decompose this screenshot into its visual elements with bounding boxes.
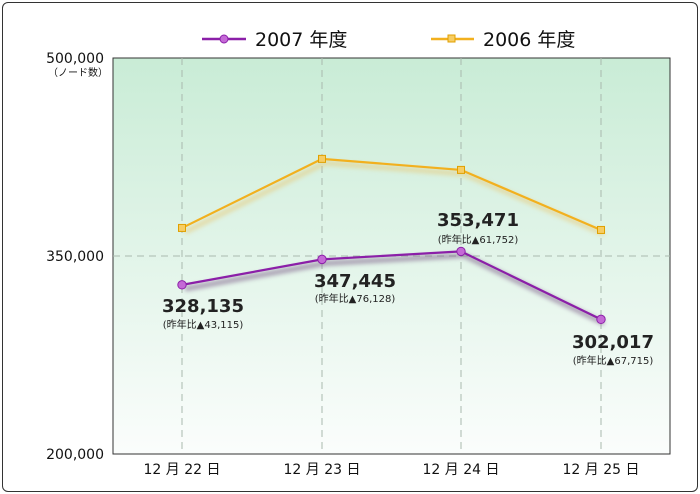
series-line-0 bbox=[181, 250, 602, 321]
data-point-2007-0 bbox=[177, 280, 187, 290]
y-tick-label: 500,000 bbox=[46, 51, 104, 67]
x-tick-label: 12 月 22 日 bbox=[144, 462, 221, 478]
y-tick-label: 200,000 bbox=[46, 447, 104, 463]
y-axis-unit: （ノード数） bbox=[48, 66, 108, 79]
data-sublabel-2007-1: (昨年比▲76,128) bbox=[315, 292, 396, 305]
x-tick-label: 12 月 23 日 bbox=[284, 462, 361, 478]
series-shadow-0 bbox=[184, 252, 606, 326]
data-label-2007-2: 353,471 bbox=[437, 210, 519, 231]
data-point-2007-2 bbox=[456, 246, 466, 257]
data-point-2006-3 bbox=[597, 225, 605, 234]
data-sublabel-2007-3: (昨年比▲67,715) bbox=[573, 354, 654, 367]
legend-label-2006: 2006 年度 bbox=[483, 29, 575, 51]
x-tick-label: 12 月 24 日 bbox=[423, 462, 500, 478]
legend-item-2007: 2007 年度 bbox=[202, 29, 347, 51]
legend-label-2007: 2007 年度 bbox=[255, 29, 347, 51]
data-point-2007-1 bbox=[317, 254, 327, 265]
series-line-1 bbox=[181, 157, 602, 231]
data-point-2006-2 bbox=[457, 165, 465, 174]
data-sublabel-2007-2: (昨年比▲61,752) bbox=[438, 233, 519, 246]
data-sublabel-2007-0: (昨年比▲43,115) bbox=[163, 318, 244, 331]
data-point-2006-0 bbox=[178, 223, 186, 232]
y-tick-label: 350,000 bbox=[46, 249, 104, 265]
data-point-2007-3 bbox=[596, 314, 606, 325]
x-tick-label: 12 月 25 日 bbox=[563, 462, 640, 478]
data-label-2007-0: 328,135 bbox=[162, 296, 244, 317]
legend-item-2006: 2006 年度 bbox=[431, 29, 575, 51]
data-label-2007-3: 302,017 bbox=[572, 332, 654, 353]
data-label-2007-1: 347,445 bbox=[314, 271, 396, 292]
series-shadow-1 bbox=[183, 160, 605, 237]
data-point-2006-1 bbox=[318, 154, 326, 163]
